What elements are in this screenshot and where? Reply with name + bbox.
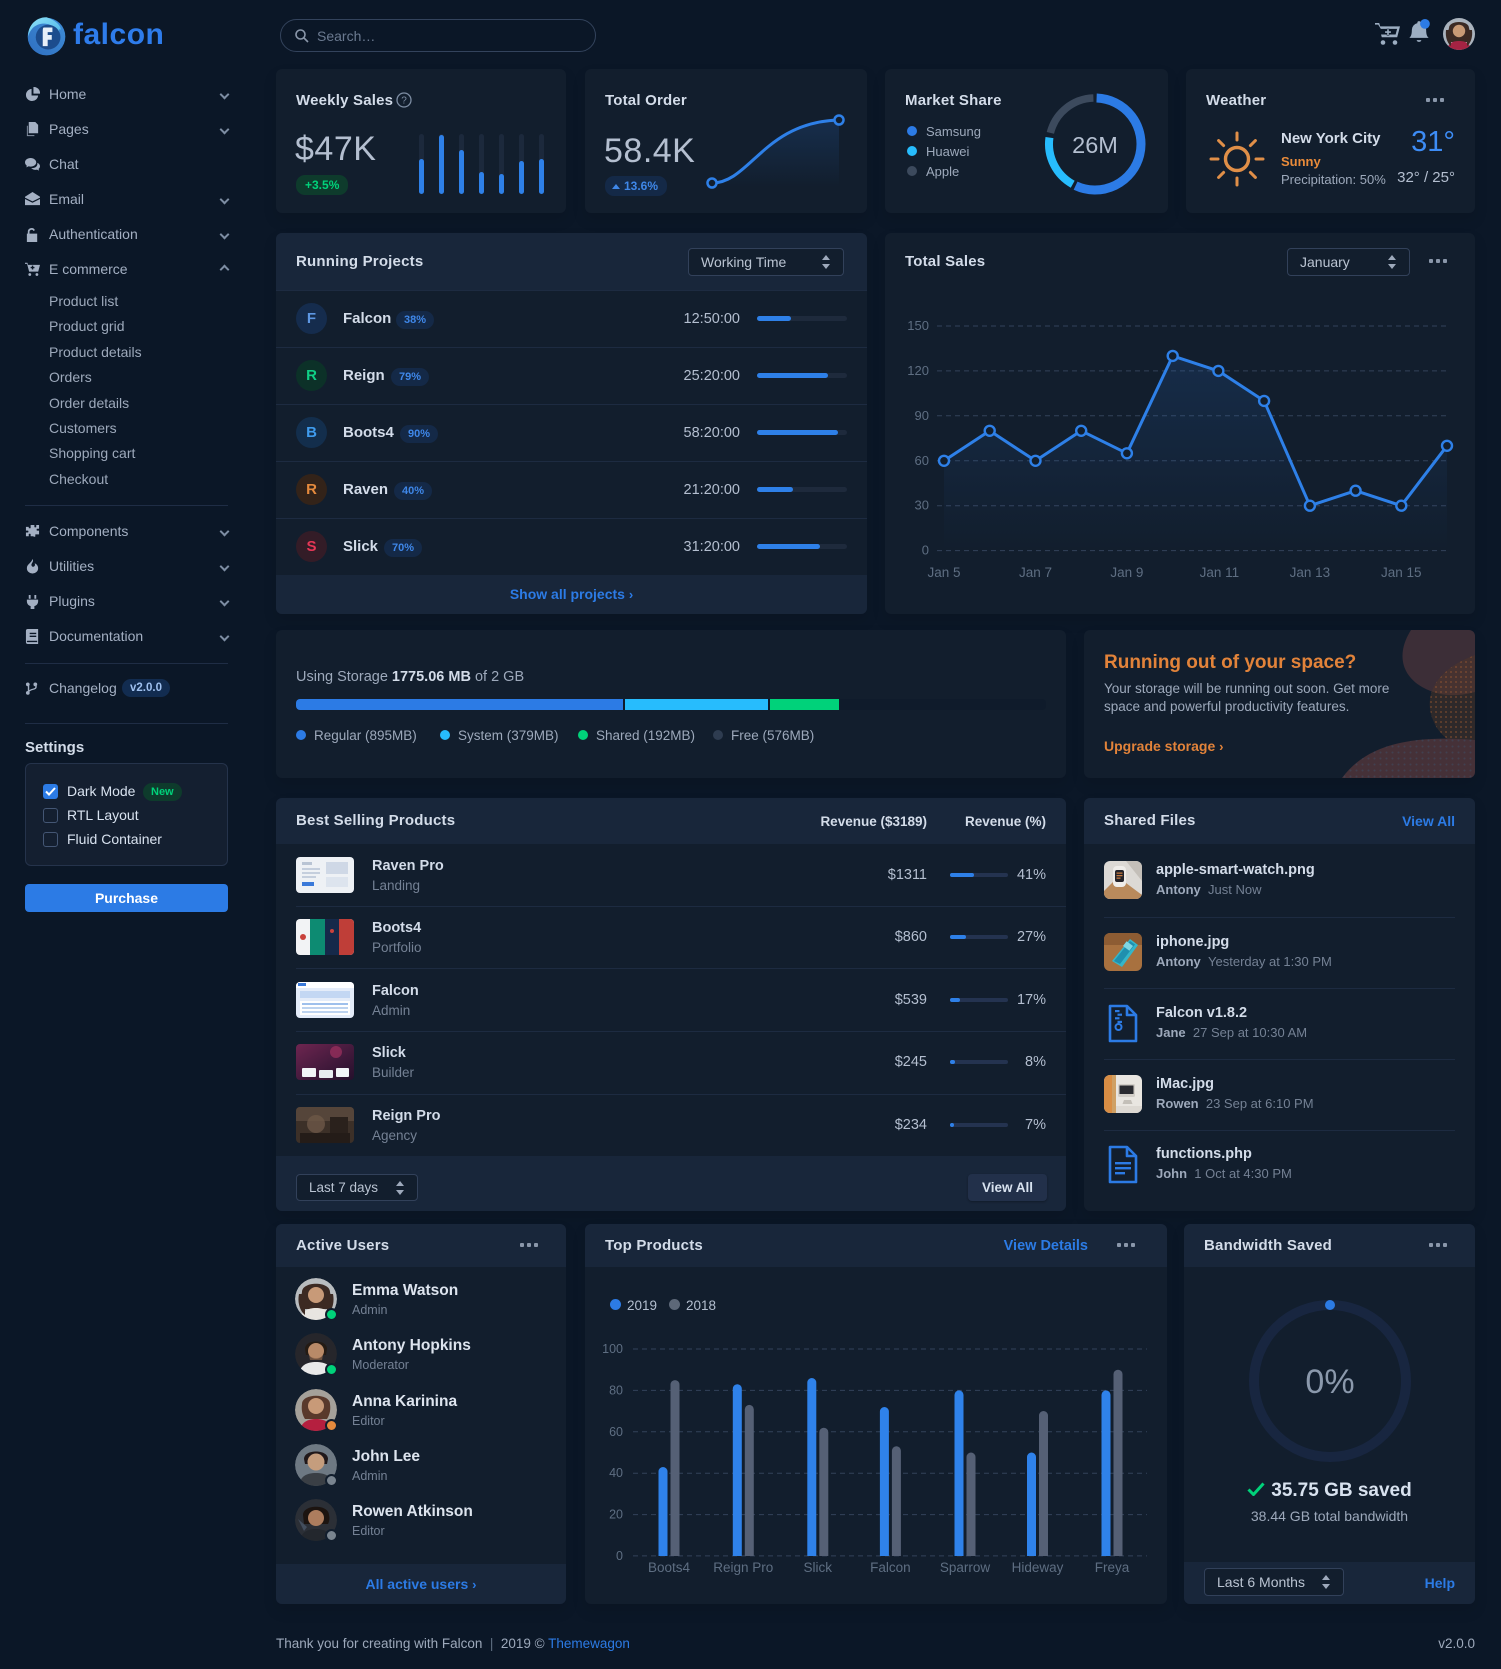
svg-text:60: 60 bbox=[915, 453, 929, 468]
svg-text:Falcon: Falcon bbox=[870, 1560, 911, 1575]
svg-text:Jan 5: Jan 5 bbox=[927, 565, 960, 580]
svg-text:80: 80 bbox=[609, 1383, 623, 1397]
svg-text:60: 60 bbox=[609, 1425, 623, 1439]
svg-text:30: 30 bbox=[915, 498, 929, 513]
svg-text:0: 0 bbox=[616, 1549, 623, 1563]
svg-text:Hideway: Hideway bbox=[1012, 1560, 1064, 1575]
svg-text:Freya: Freya bbox=[1095, 1560, 1130, 1575]
svg-text:26M: 26M bbox=[1072, 132, 1118, 158]
svg-text:Sparrow: Sparrow bbox=[940, 1560, 991, 1575]
svg-text:90: 90 bbox=[915, 408, 929, 423]
svg-text:Jan 11: Jan 11 bbox=[1200, 565, 1240, 580]
svg-text:?: ? bbox=[401, 96, 407, 107]
svg-text:120: 120 bbox=[907, 363, 929, 378]
svg-text:150: 150 bbox=[907, 318, 929, 333]
svg-text:40: 40 bbox=[609, 1466, 623, 1480]
svg-text:20: 20 bbox=[609, 1508, 623, 1522]
svg-text:Jan 7: Jan 7 bbox=[1019, 565, 1052, 580]
svg-text:Jan 9: Jan 9 bbox=[1110, 565, 1143, 580]
svg-text:Reign Pro: Reign Pro bbox=[713, 1560, 773, 1575]
svg-text:0: 0 bbox=[922, 543, 929, 558]
svg-text:0%: 0% bbox=[1305, 1363, 1354, 1401]
svg-text:Jan 13: Jan 13 bbox=[1290, 565, 1331, 580]
svg-text:Boots4: Boots4 bbox=[648, 1560, 691, 1575]
svg-text:Slick: Slick bbox=[804, 1560, 833, 1575]
svg-text:100: 100 bbox=[602, 1342, 623, 1356]
svg-text:Jan 15: Jan 15 bbox=[1381, 565, 1422, 580]
